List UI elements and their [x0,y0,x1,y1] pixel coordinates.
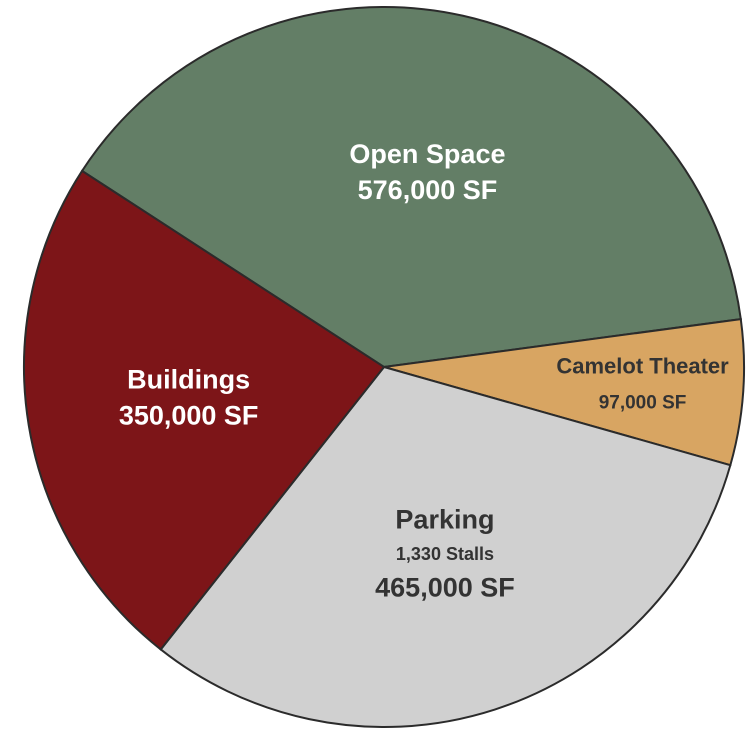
slice-label: Parking [395,505,494,535]
pie-slice [159,365,732,728]
pie-slice [383,317,745,467]
slice-label: Camelot Theater [556,353,729,378]
slice-label: Buildings [127,364,250,394]
slice-value-label: 576,000 SF [358,175,498,205]
pie-slice [23,169,386,651]
slice-label: Open Space [349,139,505,169]
slice-annotation: 1,330 Stalls [396,544,494,564]
slice-value-label: 465,000 SF [375,573,515,603]
slice-value-label: 97,000 SF [599,392,687,413]
slice-value-label: 350,000 SF [119,400,259,430]
